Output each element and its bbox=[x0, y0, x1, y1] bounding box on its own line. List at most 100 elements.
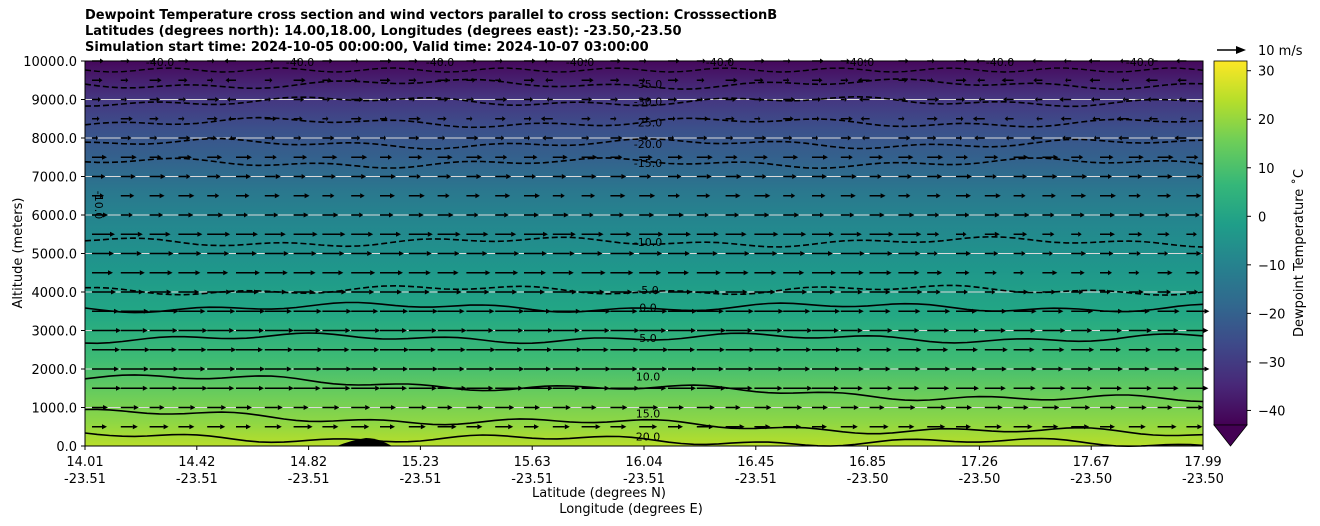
wind-vector-head bbox=[1116, 347, 1121, 353]
x-axis: 14.01 -23.51 14.42 -23.51 14.82 -23.51 15.23 -2… bbox=[64, 446, 1224, 487]
wind-vector-head bbox=[1146, 385, 1152, 391]
wind-vector-head bbox=[770, 289, 776, 295]
wind-vector-head bbox=[679, 212, 684, 218]
wind-vector-head bbox=[425, 270, 431, 276]
wind-vector-head bbox=[1023, 289, 1029, 295]
wind-vector-head bbox=[858, 366, 864, 372]
wind-vector-head bbox=[316, 366, 322, 372]
wind-vector-head bbox=[369, 289, 375, 295]
wind-vector-head bbox=[777, 385, 783, 391]
wind-vector-head bbox=[627, 289, 633, 295]
wind-vector-head bbox=[317, 347, 323, 353]
wind-vector-head bbox=[917, 289, 923, 295]
wind-vector-head bbox=[966, 424, 971, 430]
wind-vector-head bbox=[1167, 270, 1173, 276]
wind-vector-head bbox=[230, 366, 236, 372]
wind-vector-head bbox=[1138, 289, 1144, 295]
wind-vector-head bbox=[830, 289, 835, 295]
contour-label: 5.0 bbox=[639, 332, 657, 345]
wind-vector-head bbox=[963, 77, 967, 83]
contour-line bbox=[84, 78, 1204, 91]
wind-vector-head bbox=[142, 385, 148, 391]
wind-vector-head bbox=[978, 97, 981, 102]
wind-vector-head bbox=[791, 97, 796, 102]
wind-vector-head bbox=[102, 424, 107, 430]
wind-vector-head bbox=[159, 193, 165, 199]
x-tick-label-lon: -23.50 bbox=[958, 472, 1000, 487]
wind-vector-head bbox=[633, 347, 639, 353]
wind-vector-head bbox=[908, 154, 914, 160]
wind-vector-head bbox=[115, 347, 120, 353]
wind-vector-head bbox=[1137, 174, 1143, 179]
wind-vector-head bbox=[1021, 251, 1026, 256]
wind-vector-head bbox=[97, 116, 100, 122]
colorbar-bottom-extend bbox=[1213, 424, 1248, 447]
wind-vector-head bbox=[731, 116, 735, 122]
wind-vector-head bbox=[456, 289, 462, 295]
wind-vector-head bbox=[139, 270, 145, 276]
wind-vector-head bbox=[276, 424, 282, 430]
wind-vector-head bbox=[359, 212, 364, 218]
wind-vector-head bbox=[831, 270, 836, 276]
wind-vector-head bbox=[574, 328, 580, 333]
contour-label: -15.0 bbox=[634, 157, 662, 170]
wind-vector-head bbox=[944, 385, 950, 391]
wind-vector-head bbox=[1060, 328, 1066, 333]
wind-vector-head bbox=[1177, 77, 1181, 83]
wind-vector-head bbox=[445, 193, 450, 199]
wind-vector-head bbox=[1050, 231, 1055, 237]
wind-vector-head bbox=[1094, 135, 1096, 141]
wind-vector-head bbox=[590, 193, 596, 199]
wind-vector-head bbox=[765, 193, 771, 199]
wind-vector-head bbox=[647, 97, 652, 102]
wind-vector-head bbox=[545, 77, 548, 83]
y-tick-label: 9000.0 bbox=[32, 94, 78, 109]
wind-vector-head bbox=[1109, 154, 1114, 160]
wind-vector-head bbox=[966, 193, 971, 199]
wind-vector-head bbox=[856, 231, 862, 237]
wind-vector-head bbox=[230, 308, 236, 314]
wind-vector-head bbox=[124, 97, 127, 102]
x-tick-label-lon: -23.51 bbox=[735, 472, 777, 487]
wind-vector-head bbox=[530, 97, 533, 102]
wind-vector-head bbox=[413, 77, 417, 83]
x-tick-label-lon: -23.51 bbox=[288, 472, 330, 487]
wind-vector-head bbox=[964, 154, 968, 160]
wind-vector-head bbox=[246, 174, 251, 179]
wind-vector-head bbox=[588, 97, 593, 102]
wind-vector-head bbox=[478, 405, 484, 410]
wind-vector-head bbox=[823, 154, 828, 160]
wind-vector-head bbox=[821, 193, 826, 199]
wind-vector-head bbox=[823, 405, 828, 410]
wind-vector-head bbox=[652, 424, 658, 430]
contour-label-top: -40.0 bbox=[146, 56, 174, 69]
wind-vector-head bbox=[404, 347, 409, 353]
wind-vector-head bbox=[1138, 154, 1144, 160]
wind-vector-head bbox=[359, 97, 364, 102]
wind-vector-head bbox=[331, 174, 336, 179]
wind-vector-head bbox=[427, 231, 433, 237]
wind-vector-head bbox=[403, 366, 408, 372]
wind-vector-head bbox=[311, 251, 317, 256]
wind-vector-head bbox=[509, 405, 515, 410]
wind-vector-head bbox=[531, 77, 535, 83]
wind-vector-head bbox=[1022, 174, 1028, 179]
wind-vector-head bbox=[518, 385, 524, 391]
wind-vector-head bbox=[1036, 116, 1039, 122]
wind-vector-head bbox=[1164, 251, 1169, 256]
wind-vector-head bbox=[748, 366, 754, 372]
wind-vector-head bbox=[935, 231, 940, 237]
wind-vector-head bbox=[128, 212, 133, 218]
wind-vector-head bbox=[187, 154, 192, 160]
wind-vector-head bbox=[574, 385, 580, 391]
wind-vector-head bbox=[692, 308, 697, 314]
wind-vector-head bbox=[421, 405, 427, 410]
wind-vector-head bbox=[189, 193, 195, 199]
wind-vector-head bbox=[589, 77, 594, 83]
wind-vector-head bbox=[647, 174, 652, 179]
colorbar-tick-label: −40 bbox=[1258, 404, 1285, 419]
wind-vector-head bbox=[338, 270, 344, 276]
wind-vector-head bbox=[230, 135, 232, 141]
wind-vector-head bbox=[677, 174, 682, 179]
wind-vector-head bbox=[217, 154, 223, 160]
